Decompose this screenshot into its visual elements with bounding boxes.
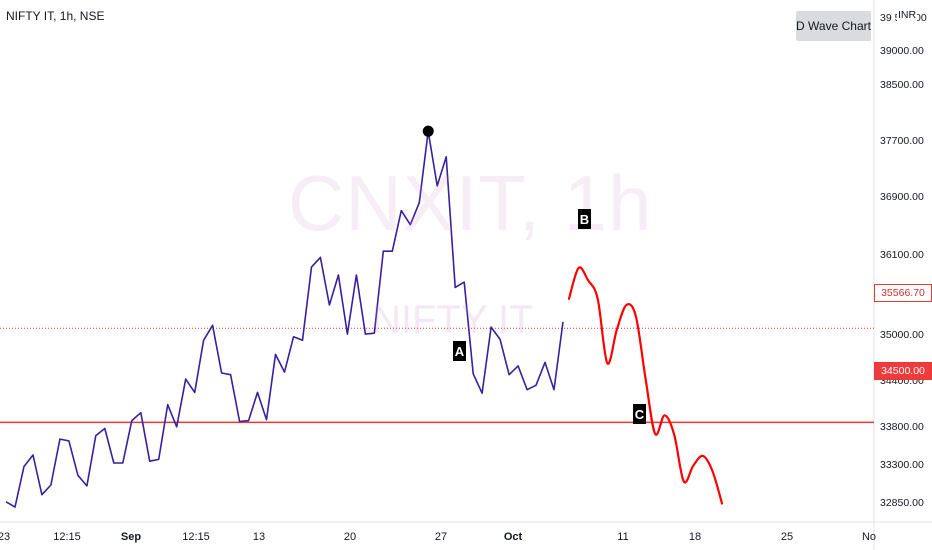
y-tick-label: 36100.00	[880, 249, 924, 261]
x-tick-label: 12:15	[53, 531, 81, 543]
y-tick-label: 32850.00	[880, 497, 924, 509]
horizontal-lines	[0, 327, 874, 424]
wave-chart-button[interactable]: D Wave Chart	[796, 11, 871, 41]
x-tick-label: 25	[781, 531, 793, 543]
x-tick-label: 12:15	[182, 531, 210, 543]
x-tick-label: 13	[253, 531, 265, 543]
y-tick-label: 39000.00	[880, 45, 924, 57]
time-axis[interactable]: 23 12:15 Sep 12:15 13 20 27 Oct 11 18 25 No	[0, 521, 932, 543]
y-tick-label: 37700.00	[880, 135, 924, 147]
x-tick-label: 20	[344, 531, 356, 543]
wave-label-b: B	[578, 209, 591, 229]
x-tick-label: 27	[435, 531, 447, 543]
x-tick-label: Sep	[121, 531, 141, 543]
price-series-line[interactable]	[5, 130, 564, 508]
projection-series-line[interactable]	[567, 266, 724, 505]
wave-label-c: C	[633, 404, 646, 424]
y-tick-label: 33300.00	[880, 459, 924, 471]
y-tick-label: 35000.00	[880, 329, 924, 341]
y-tick-label: 33800.00	[880, 421, 924, 433]
y-tick-label: 38500.00	[880, 79, 924, 91]
x-tick-label: No	[862, 531, 876, 543]
price-tag-dotted-line: 35566.70	[874, 284, 932, 302]
series-group	[5, 125, 724, 508]
x-tick-label: 11	[617, 531, 628, 543]
price-axis[interactable]: 39 500.0039000.0038500.0037700.0036900.0…	[873, 0, 927, 550]
x-tick-label: 18	[689, 531, 701, 543]
price-tag-solid-line: 34500.00	[874, 362, 932, 380]
peak-marker[interactable]	[422, 125, 434, 137]
x-tick-label: Oct	[504, 531, 523, 543]
wave-label-a: A	[453, 341, 466, 361]
currency-label[interactable]: INR	[897, 9, 918, 21]
symbol-title: NIFTY IT, 1h, NSE	[6, 9, 105, 23]
x-tick-label: 23	[0, 531, 10, 543]
y-tick-label: 36900.00	[880, 191, 924, 203]
